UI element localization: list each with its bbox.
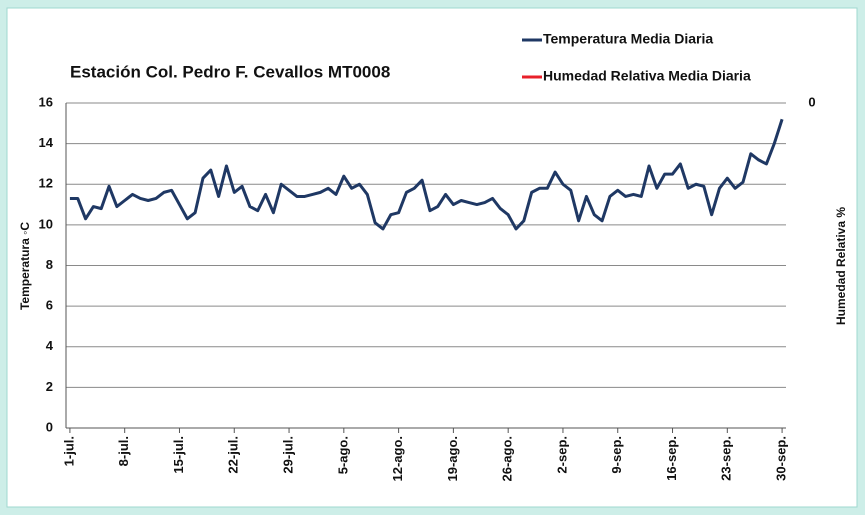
x-tick-label: 5-ago. xyxy=(335,436,350,474)
y-tick-label: 12 xyxy=(39,176,53,191)
y-axis-title: Temperatura ◦C xyxy=(18,222,32,310)
x-tick-label: 15-jul. xyxy=(171,436,186,474)
legend-label: Humedad Relativa Media Diaria xyxy=(543,68,751,84)
series-line xyxy=(69,118,784,231)
chart-panel xyxy=(6,7,858,508)
y-tick-label: 10 xyxy=(39,216,53,231)
y-tick-label: 2 xyxy=(46,379,53,394)
y-tick-label: 4 xyxy=(46,338,54,353)
y-tick-label: 6 xyxy=(46,298,53,313)
y2-axis-title: Humedad Relativa % xyxy=(834,207,848,325)
x-tick-label: 30-sep. xyxy=(774,436,789,481)
y-tick-label: 8 xyxy=(46,257,53,272)
x-tick-label: 12-ago. xyxy=(390,436,405,482)
y2-tick-label: 0 xyxy=(808,94,815,109)
chart-title: Estación Col. Pedro F. Cevallos MT0008 xyxy=(70,62,390,81)
x-tick-label: 8-jul. xyxy=(116,436,131,466)
y-tick-label: 14 xyxy=(39,135,54,150)
x-tick-label: 2-sep. xyxy=(554,436,569,474)
x-tick-label: 9-sep. xyxy=(609,436,624,474)
x-tick-label: 1-jul. xyxy=(61,436,76,466)
x-tick-label: 16-sep. xyxy=(664,436,679,481)
x-tick-label: 26-ago. xyxy=(500,436,515,482)
legend-label: Temperatura Media Diaria xyxy=(543,31,713,47)
x-tick-label: 23-sep. xyxy=(719,436,734,481)
y-tick-label: 0 xyxy=(46,419,53,434)
x-tick-label: 29-jul. xyxy=(280,436,295,474)
x-tick-label: 19-ago. xyxy=(445,436,460,482)
x-tick-label: 22-jul. xyxy=(226,436,241,474)
y-tick-label: 16 xyxy=(39,94,53,109)
